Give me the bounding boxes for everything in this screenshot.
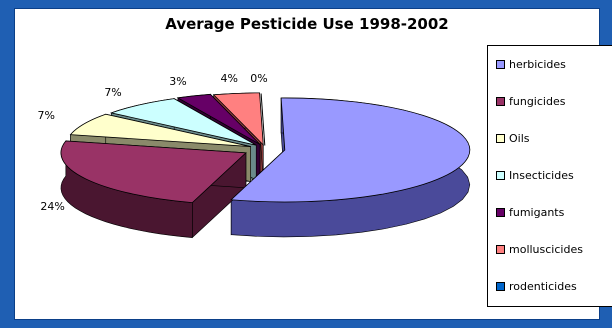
legend-label: Insecticides [509,169,574,182]
legend-item-molluscicides: molluscicides [496,243,583,256]
legend-label: molluscicides [509,243,583,257]
legend-item-insecticides: Insecticides [496,169,574,182]
pie-label-molluscicides: 4% [220,72,238,86]
legend-swatch [496,282,505,292]
legend-swatch [496,59,505,69]
legend-swatch [496,96,505,106]
pie-label-rodenticides: 0% [250,72,268,86]
pie-label-insecticides: 7% [104,85,122,99]
legend-item-rodenticides: rodenticides [496,280,577,293]
legend-label: fungicides [509,94,566,108]
legend-swatch [496,208,505,218]
pie-slice-herbicides [230,97,471,203]
legend-item-herbicides: herbicides [496,58,566,71]
pie-chart [60,92,471,239]
pie-slice-fungicides [60,140,247,204]
legend-item-fungicides: fungicides [496,95,565,108]
legend-label: Oils [509,131,530,145]
pie-slice-oils [69,113,251,147]
chart-title: Average Pesticide Use 1998-2002 [165,15,449,33]
pie-slice-rodenticides [260,93,266,146]
chart-panel: Average Pesticide Use 1998-2002 55%24%7%… [14,8,612,320]
chart-legend: herbicides fungicides Oils Insecticides fumi… [487,45,612,307]
legend-label: herbicides [509,57,566,71]
pie-slice-fumigants [176,93,261,145]
pie-label-fungicides: 24% [40,199,65,213]
legend-swatch [496,133,505,143]
pie-slice-molluscicides [212,92,264,146]
pie-label-oils: 7% [37,108,55,122]
legend-label: fumigants [509,206,565,220]
legend-item-oils: Oils [496,132,530,145]
legend-item-fumigants: fumigants [496,206,564,219]
legend-swatch [496,245,505,255]
legend-label: rodenticides [509,280,577,294]
legend-swatch [496,171,505,180]
pie-label-fumigants: 3% [169,75,187,89]
pie-slice-insecticides [109,98,257,146]
